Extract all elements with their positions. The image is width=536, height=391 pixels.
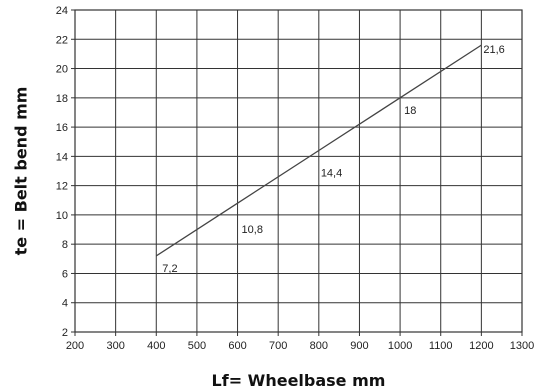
y-tick-label: 16 <box>56 122 68 134</box>
x-tick-label: 1000 <box>388 340 412 352</box>
chart-grid <box>71 9 523 336</box>
y-tick-label: 10 <box>56 210 68 222</box>
series-group <box>155 44 482 257</box>
x-axis-title: Lf= Wheelbase mm <box>212 371 386 390</box>
x-tick-label: 1100 <box>429 340 453 352</box>
x-tick-label: 1300 <box>510 340 534 352</box>
x-tick-label: 1200 <box>469 340 493 352</box>
data-label: 7,2 <box>162 263 177 275</box>
y-tick-label: 4 <box>62 298 68 310</box>
data-label: 18 <box>404 105 416 117</box>
x-tick-label: 800 <box>310 340 328 352</box>
y-tick-label: 22 <box>56 34 68 46</box>
y-tick-label: 12 <box>56 181 68 193</box>
series-line <box>155 44 482 257</box>
y-tick-label: 14 <box>56 151 68 163</box>
plot-frame <box>74 9 523 333</box>
data-label: 21,6 <box>483 44 504 56</box>
x-tick-label: 700 <box>269 340 287 352</box>
x-tick-label: 300 <box>106 340 124 352</box>
data-label: 10,8 <box>242 224 263 236</box>
y-tick-label: 8 <box>62 239 68 251</box>
y-axis-title: te = Belt bend mm <box>12 87 31 256</box>
y-tick-label: 20 <box>56 64 68 76</box>
y-tick-label: 18 <box>56 93 68 105</box>
x-tick-label: 900 <box>350 340 368 352</box>
plot-border <box>74 9 523 333</box>
y-tick-label: 2 <box>62 327 68 339</box>
x-tick-label: 400 <box>147 340 165 352</box>
x-axis-ticks: 200 300 400 500 600 700 800 900 1000 1100 1200 1300 <box>66 340 534 352</box>
y-tick-label: 6 <box>62 268 68 280</box>
x-tick-label: 600 <box>228 340 246 352</box>
data-labels: 7,2 10,8 14,4 18 21,6 <box>162 44 505 275</box>
y-tick-label: 24 <box>56 5 68 17</box>
data-label: 14,4 <box>321 168 342 180</box>
x-tick-label: 200 <box>66 340 84 352</box>
x-tick-label: 500 <box>188 340 206 352</box>
